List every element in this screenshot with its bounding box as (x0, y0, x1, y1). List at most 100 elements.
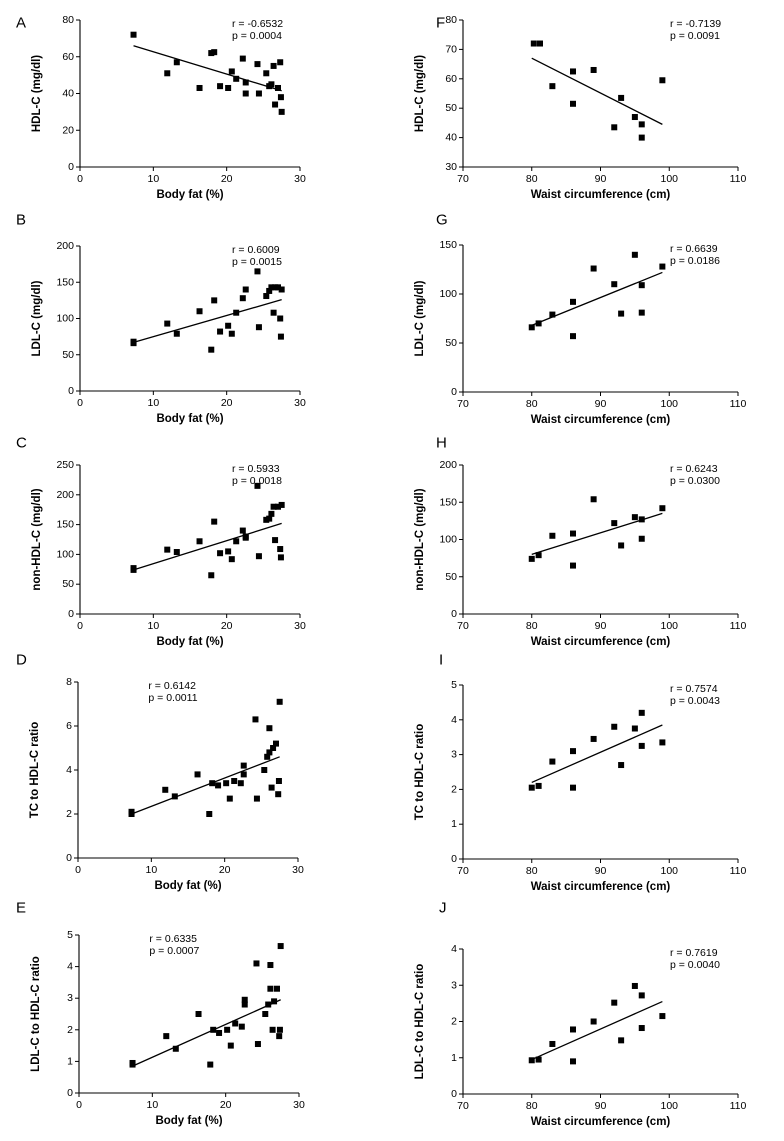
data-point (570, 530, 576, 537)
correlation-r: r = 0.5933 (232, 463, 280, 475)
y-tick-label: 0 (68, 608, 74, 620)
data-point (267, 962, 274, 969)
data-point (130, 340, 137, 347)
regression-line (131, 756, 280, 815)
data-point (631, 114, 638, 121)
y-tick-label: 50 (62, 349, 74, 361)
x-tick-label: 90 (595, 865, 607, 877)
correlation-r: r = 0.7619 (670, 947, 718, 959)
data-point (549, 1040, 556, 1047)
y-tick-label: 20 (62, 124, 74, 136)
x-tick-label: 90 (595, 1100, 607, 1112)
data-point (270, 309, 277, 316)
y-tick-label: 8 (66, 676, 72, 688)
x-tick-label: 0 (77, 397, 83, 409)
data-point (233, 75, 240, 82)
data-point (226, 795, 233, 802)
y-tick-label: 2 (67, 1024, 73, 1036)
data-point (611, 999, 618, 1006)
data-point (549, 758, 556, 765)
x-axis-label: Waist circumference (cm) (531, 1116, 671, 1128)
data-point (208, 572, 215, 579)
x-axis-label: Body fat (%) (156, 636, 223, 648)
data-point (240, 762, 247, 769)
data-point (631, 982, 638, 989)
x-axis-label: Waist circumference (cm) (531, 636, 671, 648)
x-tick-label: 20 (221, 173, 233, 185)
data-point (172, 1045, 179, 1052)
data-point (232, 1020, 239, 1027)
p-value: p = 0.0015 (232, 256, 282, 268)
data-point (618, 542, 625, 549)
p-value: p = 0.0186 (670, 255, 720, 267)
data-point (173, 330, 180, 337)
y-tick-label: 100 (439, 288, 457, 300)
data-point (227, 1042, 234, 1049)
data-point (659, 1013, 666, 1020)
x-axis-label: Waist circumference (cm) (531, 189, 671, 201)
correlation-r: r = 0.6335 (149, 933, 197, 945)
data-point (224, 1026, 231, 1033)
data-point (241, 996, 248, 1003)
x-tick-label: 0 (77, 620, 83, 632)
x-axis-label: Body fat (%) (156, 413, 223, 425)
y-tick-label: 80 (62, 14, 74, 26)
y-tick-label: 4 (67, 961, 73, 973)
x-tick-label: 20 (219, 864, 231, 876)
y-tick-label: 3 (451, 979, 457, 991)
data-point (275, 778, 282, 784)
data-point (252, 716, 259, 723)
y-axis-label: HDL-C (mg/dl) (31, 55, 43, 132)
x-tick-label: 10 (145, 864, 157, 876)
panel-h: H 0 50 100 150 200 70 80 90 100 110 Waist circumfer… (414, 434, 747, 648)
data-point (267, 985, 274, 992)
x-tick-label: 20 (221, 397, 233, 409)
panel-e: E 0 1 2 3 4 5 0 10 20 30 Body fat (%) LDL-C to HDL-C… (16, 899, 305, 1127)
data-point (255, 553, 262, 560)
y-tick-label: 2 (451, 1016, 457, 1028)
data-point (570, 298, 576, 305)
data-point (217, 328, 224, 335)
data-point (266, 749, 273, 756)
panel-i: I 0 1 2 3 4 5 70 80 90 100 110 Waist circumference (… (414, 651, 747, 893)
data-point (590, 496, 597, 503)
data-point (262, 1011, 269, 1017)
data-point (570, 68, 576, 75)
x-tick-label: 30 (294, 620, 306, 632)
data-point (254, 268, 261, 275)
y-tick-label: 0 (451, 1088, 457, 1100)
x-tick-label: 0 (76, 1099, 82, 1111)
data-point (164, 546, 171, 553)
data-point (638, 516, 645, 523)
y-axis-label: LDL-C (mg/dl) (31, 280, 43, 356)
data-point (209, 780, 216, 787)
panel-letter: I (439, 651, 443, 668)
data-point (242, 79, 249, 86)
data-point (239, 527, 246, 534)
x-tick-label: 70 (457, 620, 469, 632)
panel-j: J 0 1 2 3 4 70 80 90 100 110 Waist circumference (c… (414, 899, 747, 1128)
data-point (228, 330, 235, 337)
y-tick-label: 0 (451, 386, 457, 398)
regression-line (531, 1000, 663, 1061)
panel-letter: B (16, 211, 26, 228)
panel-letter: C (16, 434, 27, 451)
data-point (194, 771, 201, 778)
x-tick-label: 100 (660, 173, 678, 185)
correlation-r: r = 0.7574 (670, 683, 718, 695)
data-point (263, 70, 270, 77)
y-tick-label: 4 (451, 714, 457, 726)
data-point (275, 84, 281, 91)
y-axis-label: non-HDL-C (mg/dl) (31, 488, 43, 590)
x-axis-label: Body fat (%) (155, 1115, 222, 1127)
y-tick-label: 2 (451, 783, 457, 795)
data-point (618, 1037, 625, 1044)
data-point (130, 566, 137, 573)
data-point (225, 548, 232, 555)
data-point (162, 786, 169, 793)
y-axis-label: LDL-C to HDL-C ratio (30, 956, 42, 1072)
x-tick-label: 20 (220, 1099, 232, 1111)
data-point (254, 482, 261, 489)
y-axis-label: non-HDL-C (mg/dl) (414, 488, 426, 590)
y-axis-label: TC to HDL-C ratio (414, 724, 426, 820)
